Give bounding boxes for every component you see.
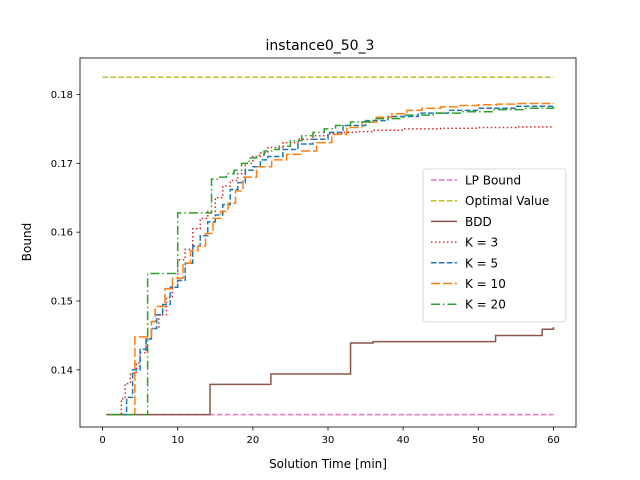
- series-line-4: [121, 104, 555, 416]
- plot-area: [102, 76, 555, 416]
- y-tick-label: 0.16: [51, 228, 73, 239]
- x-tick-label: 20: [246, 435, 259, 446]
- y-axis-ticks: 0.14 0.15 0.16 0.17 0.18: [51, 90, 80, 376]
- series-line-2: [106, 327, 555, 416]
- y-tick-label: 0.14: [51, 365, 73, 376]
- series-line-3: [113, 126, 554, 416]
- x-axis-label: Solution Time [min]: [269, 457, 387, 471]
- series-line-6: [110, 106, 555, 416]
- x-axis-ticks: 0 10 20 30 40 50 60: [99, 427, 560, 446]
- x-tick-label: 10: [171, 435, 184, 446]
- y-tick-label: 0.17: [51, 159, 73, 170]
- legend-label-0: LP Bound: [465, 174, 521, 188]
- chart-title: instance0_50_3: [266, 38, 375, 54]
- x-tick-label: 40: [397, 435, 410, 446]
- legend-label-4: K = 5: [465, 256, 498, 270]
- y-tick-label: 0.18: [51, 90, 73, 101]
- legend: LP Bound Optimal Value BDD K = 3 K = 5 K = 10…: [422, 168, 567, 323]
- x-tick-label: 60: [547, 435, 560, 446]
- series-line-5: [132, 102, 555, 416]
- legend-box: [422, 168, 567, 323]
- legend-label-2: BDD: [465, 215, 492, 229]
- x-tick-label: 30: [322, 435, 335, 446]
- x-tick-label: 50: [472, 435, 485, 446]
- legend-label-3: K = 3: [465, 236, 498, 250]
- legend-label-1: Optimal Value: [465, 194, 549, 208]
- legend-label-5: K = 10: [465, 277, 506, 291]
- x-tick-label: 0: [99, 435, 105, 446]
- legend-label-6: K = 20: [465, 298, 506, 312]
- series-layer: [102, 76, 555, 416]
- y-axis-label: Bound: [20, 223, 34, 261]
- y-tick-label: 0.15: [51, 297, 73, 308]
